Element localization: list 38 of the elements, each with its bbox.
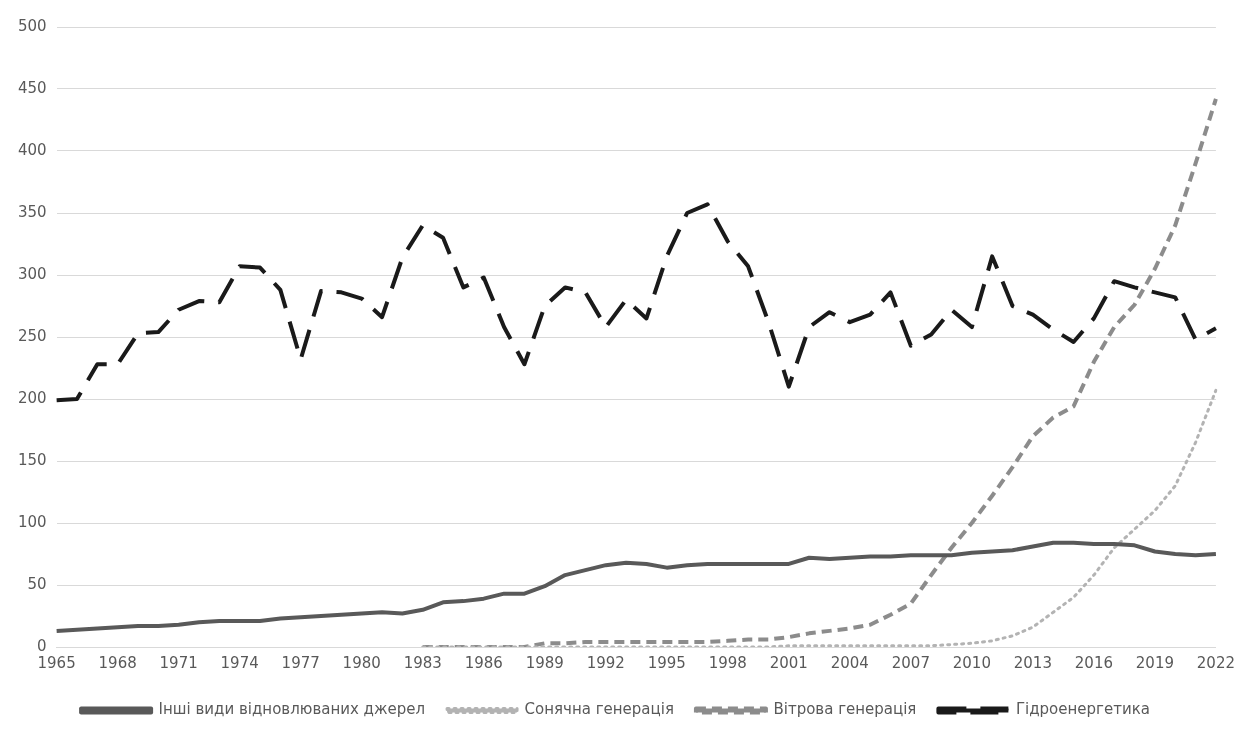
x-tick-label: 1977 [281,653,320,672]
line-series [420,96,1218,647]
y-tick-label: 300 [17,264,47,283]
x-tick-label: 2019 [1135,653,1174,672]
x-tick-label: 1992 [586,653,625,672]
legend-label: Гідроенергетика [1015,700,1150,719]
x-tick-label: 1983 [403,653,442,672]
line-series [421,388,1218,647]
x-tick-label: 1965 [37,653,76,672]
x-tick-label: 2001 [769,653,808,672]
y-tick-label: 100 [17,512,47,531]
x-tick-label: 2013 [1013,653,1052,672]
x-tick-label: 2022 [1196,653,1236,672]
x-tick-label: 1995 [647,653,686,672]
y-tick-label: 500 [17,16,47,35]
y-tick-label: 200 [17,388,47,407]
x-tick-label: 1968 [98,653,137,672]
x-tick-label: 2010 [952,653,991,672]
y-tick-label: 450 [17,78,47,97]
x-tick-label: 1980 [342,653,381,672]
x-tick-label: 2007 [891,653,930,672]
x-tick-label: 1986 [464,653,503,672]
x-tick-label: 1974 [220,653,259,672]
y-tick-label: 150 [17,450,47,469]
y-tick-label: 0 [37,636,47,655]
y-tick-label: 250 [17,326,47,345]
x-tick-label: 1989 [525,653,564,672]
legend-label: Інші види відновлюваних джерел [158,700,426,719]
legend-label: Вітрова генерація [773,700,917,719]
x-tick-label: 1998 [708,653,747,672]
legend-label: Сонячна генерація [524,700,674,719]
x-tick-label: 2016 [1074,653,1113,672]
line-series [54,202,1218,403]
y-tick-label: 350 [17,202,47,221]
x-tick-label: 1971 [159,653,198,672]
y-tick-label: 50 [27,574,47,593]
x-tick-label: 2004 [830,653,869,672]
y-tick-label: 400 [17,140,47,159]
